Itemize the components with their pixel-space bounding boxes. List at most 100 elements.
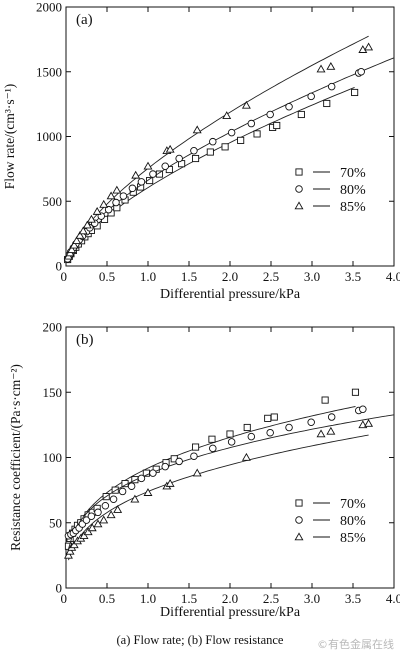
- x-tick-label: 1.0: [140, 269, 156, 284]
- watermark: ©有色金属在线: [317, 638, 394, 651]
- square-marker: [323, 99, 331, 108]
- circle-marker: [307, 418, 315, 427]
- legend-label: 85%: [340, 200, 366, 215]
- triangle-marker: [69, 240, 79, 249]
- circle-marker: [209, 137, 217, 146]
- triangle-marker: [69, 540, 79, 549]
- series-70%: [64, 86, 359, 264]
- square-marker: [131, 476, 139, 484]
- triangle-marker: [86, 214, 96, 223]
- circle-marker: [190, 146, 198, 155]
- triangle-marker: [241, 100, 251, 109]
- legend: 70% 80% 85%: [294, 497, 366, 546]
- triangle-marker: [65, 546, 75, 555]
- x-tick-label: 1.5: [181, 269, 197, 284]
- x-tick-label: 3.5: [345, 269, 361, 284]
- legend: 70% 80% 85%: [294, 166, 366, 215]
- triangle-marker: [93, 519, 103, 528]
- square-marker: [243, 423, 251, 432]
- circle-marker: [190, 452, 198, 460]
- square-marker: [321, 396, 329, 404]
- triangle-marker: [165, 478, 175, 487]
- circle-marker: [161, 162, 169, 171]
- circle-marker: [285, 102, 293, 111]
- series-80%: [63, 57, 395, 263]
- y-tick-label: 0: [56, 259, 63, 274]
- triangle-marker: [143, 161, 153, 170]
- legend-square-marker: [295, 168, 303, 176]
- triangle-marker: [99, 515, 109, 524]
- x-tick-label: 1.5: [181, 591, 197, 606]
- circle-marker: [82, 516, 91, 524]
- legend-circle-marker: [295, 185, 303, 193]
- triangle-marker: [83, 527, 93, 536]
- fit-line: [68, 434, 369, 561]
- triangle-marker: [113, 505, 123, 513]
- flow-rate-panel: 0 0.5 1.0 1.5 2.0 2.5 3.0 3.5 4.0 0 500 1000 1500 200…: [2, 0, 400, 302]
- square-marker: [351, 388, 360, 396]
- triangle-marker: [326, 61, 336, 70]
- triangle-marker: [241, 452, 251, 461]
- circle-marker: [247, 432, 256, 441]
- circle-marker: [109, 495, 118, 504]
- square-marker: [270, 413, 278, 421]
- circle-marker: [149, 170, 157, 178]
- triangle-marker: [87, 523, 97, 532]
- y-tick-label: 100: [43, 450, 63, 465]
- triangle-marker: [72, 236, 82, 244]
- x-tick-label: 2.5: [263, 269, 279, 284]
- square-marker: [192, 154, 200, 163]
- circle-marker: [112, 198, 120, 207]
- circle-marker: [118, 487, 127, 496]
- triangle-marker: [326, 426, 336, 435]
- square-marker: [273, 121, 281, 130]
- square-marker: [111, 486, 119, 494]
- x-tick-label: 4.0: [386, 269, 400, 284]
- x-tick-label: 2.0: [222, 591, 238, 606]
- x-tick-label: 2.5: [263, 591, 279, 606]
- plot-frame: [65, 326, 395, 589]
- series-85%: [63, 418, 374, 561]
- square-marker: [351, 88, 359, 97]
- circle-marker: [175, 154, 183, 163]
- circle-marker: [227, 438, 236, 446]
- circle-marker: [104, 205, 113, 214]
- triangle-marker: [99, 199, 109, 208]
- triangle-marker: [67, 245, 77, 254]
- square-marker: [206, 148, 214, 156]
- triangle-marker: [222, 111, 232, 120]
- x-tick-label: 4.0: [386, 591, 400, 606]
- circle-marker: [266, 110, 274, 119]
- triangle-marker: [358, 45, 368, 53]
- triangle-marker: [364, 42, 374, 51]
- plot-frame: [65, 6, 395, 267]
- circle-marker: [94, 508, 102, 517]
- resistance-panel: 0 0.5 1.0 1.5 2.0 2.5 3.0 3.5 4.0 0 50 100 150 200 Dif…: [8, 320, 400, 621]
- circle-marker: [175, 457, 183, 466]
- triangle-marker: [92, 207, 102, 215]
- panel-label: (a): [76, 12, 93, 28]
- legend-label: 85%: [340, 531, 366, 546]
- series-85%: [63, 35, 374, 260]
- square-marker: [226, 430, 234, 438]
- circle-marker: [161, 462, 169, 471]
- y-tick-label: 50: [49, 515, 62, 530]
- square-marker: [264, 414, 272, 422]
- legend-label: 70%: [340, 166, 366, 181]
- y-tick-label: 0: [56, 581, 63, 596]
- legend-label: 80%: [340, 183, 366, 198]
- square-marker: [297, 110, 305, 119]
- x-tick-label: 0.5: [99, 591, 115, 606]
- circle-marker: [101, 502, 110, 510]
- triangle-marker: [131, 170, 141, 179]
- circle-marker: [149, 469, 157, 477]
- y-tick-label: 200: [43, 320, 63, 335]
- triangle-marker: [130, 494, 140, 503]
- circle-marker: [247, 119, 256, 128]
- triangle-marker: [112, 185, 122, 194]
- legend-triangle-marker: [294, 201, 304, 210]
- y-axis-label: Flow rate/(cm³·s⁻¹): [2, 84, 17, 190]
- triangle-marker: [192, 468, 202, 477]
- circle-marker: [307, 92, 315, 101]
